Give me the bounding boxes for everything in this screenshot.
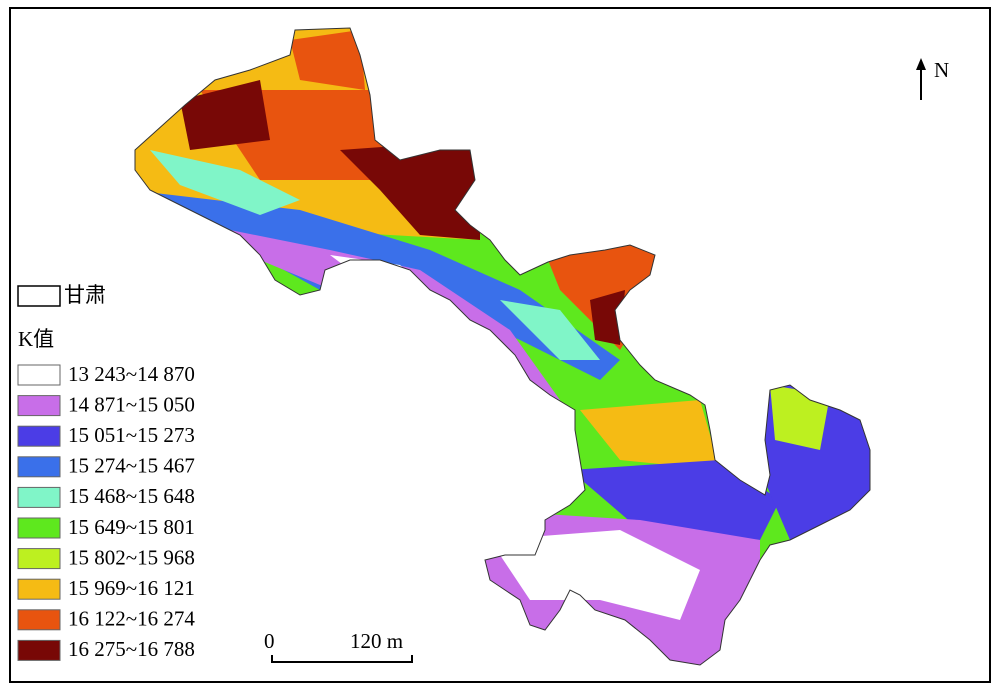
legend-label: 16 122~16 274: [68, 607, 195, 631]
scale-start: 0: [264, 629, 275, 653]
legend-label: 15 051~15 273: [68, 423, 195, 447]
legend-label: 15 274~15 467: [68, 454, 195, 478]
legend-swatch: [17, 548, 61, 570]
legend: 甘肃 K值 13 243~14 870 14 871~15 050 15 051~1…: [17, 283, 195, 661]
north-arrow: N: [916, 58, 949, 100]
legend-swatch: [17, 364, 61, 386]
legend-label: 15 802~15 968: [68, 545, 195, 569]
legend-swatch: [17, 639, 61, 661]
legend-swatch: [17, 486, 61, 508]
legend-title: K值: [18, 327, 54, 351]
legend-label: 13 243~14 870: [68, 362, 195, 386]
region-label: 甘肃: [64, 283, 106, 307]
legend-label: 15 969~16 121: [68, 576, 195, 600]
legend-label: 16 275~16 788: [68, 637, 195, 661]
legend-label: 15 468~15 648: [68, 484, 195, 508]
legend-label: 14 871~15 050: [68, 392, 195, 416]
region-swatch: [17, 285, 61, 307]
scale-bar: 0 120 m: [264, 629, 413, 663]
legend-swatch: [17, 395, 61, 417]
legend-swatch: [17, 609, 61, 631]
scale-end: 120 m: [350, 629, 403, 653]
legend-swatch: [17, 578, 61, 600]
legend-swatch: [17, 425, 61, 447]
north-label: N: [934, 58, 949, 82]
legend-swatch: [17, 456, 61, 478]
legend-label: 15 649~15 801: [68, 515, 195, 539]
frame: [9, 7, 991, 683]
k-value-raster: [135, 28, 870, 665]
legend-swatch: [17, 517, 61, 539]
